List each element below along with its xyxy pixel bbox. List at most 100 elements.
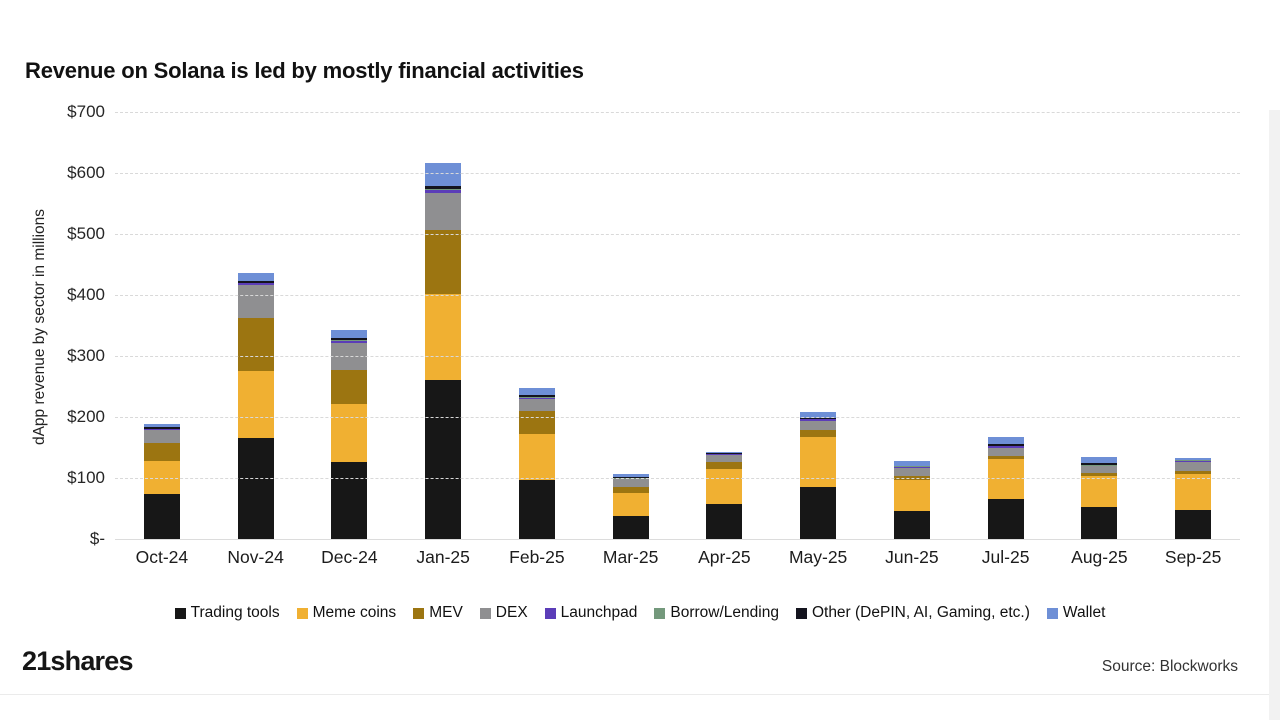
bar-segment [1175,461,1212,472]
legend-swatch-icon [795,607,807,619]
bar-segment [612,515,649,539]
bar-segment [612,477,649,479]
bar-segment [893,510,930,539]
legend-label: Borrow/Lending [670,604,779,621]
bar-column-may-25 [771,112,865,539]
bar-segment [518,396,555,398]
bar-segment [612,474,649,478]
bar-segment [987,499,1024,539]
legend-item: Borrow/Lending [654,604,779,622]
bar-segment [800,436,837,487]
bar-segment [143,460,180,495]
bar-segment [518,387,555,396]
y-tick-label: $700 [67,102,105,121]
legend: Trading tools Meme coins MEV DEX Launchpad Bo… [0,604,1280,622]
bar-segment [331,462,368,539]
stacked-bar-jan-25 [425,162,462,539]
stacked-bar-sep-25 [1175,457,1212,539]
legend-swatch-icon [1046,607,1058,619]
bar-segment [1081,466,1118,474]
bar-segment [800,486,837,539]
y-tick-label: $100 [67,468,105,487]
x-tick-label: Mar-25 [602,547,659,567]
bar-segment [1175,460,1212,462]
bar-segment [518,397,555,400]
x-tick-label: Sep-25 [1164,547,1222,567]
bar-segment [237,282,274,284]
bar-segment [237,318,274,371]
bar-segment [612,479,649,488]
legend-swatch-icon [296,607,308,619]
legend-item: Trading tools [174,604,280,622]
legend-label: Wallet [1062,604,1106,621]
y-tick-label: $400 [67,285,105,304]
x-tick-label: Feb-25 [509,547,565,567]
plot-area [115,112,1240,540]
bar-segment [706,451,743,454]
y-tick-label: $- [89,529,105,548]
bar-segment [331,403,368,463]
bar-segment [800,429,837,437]
legend-item: Other (DePIN, AI, Gaming, etc.) [795,604,1030,622]
bar-segment [893,479,930,511]
bars-container [115,112,1240,539]
legend-item: Meme coins [296,604,396,622]
x-axis-labels: Oct-24 Nov-24 Dec-24 Jan-25 Feb-25 Mar-25 Apr-… [115,547,1240,568]
bar-segment [800,418,837,419]
x-tick-label: Jul-25 [981,547,1030,567]
legend-label: Launchpad [560,604,638,621]
bar-segment [425,188,462,190]
bar-segment [706,454,743,455]
right-edge-strip [1269,110,1280,720]
gridline [115,539,1240,540]
legend-swatch-icon [479,607,491,619]
bar-segment [1175,473,1212,510]
stacked-bar-nov-24 [237,273,274,539]
bar-segment [425,162,462,186]
x-tick-label: Nov-24 [227,547,284,567]
stacked-bar-dec-24 [331,329,368,539]
bar-segment [143,494,180,539]
bar-segment [1175,457,1212,460]
bar-segment [425,192,462,231]
bar-segment [987,437,1024,444]
y-tick-label: $300 [67,346,105,365]
bar-segment [987,445,1024,447]
bar-segment [706,468,743,505]
bar-segment [237,370,274,438]
bar-segment [987,447,1024,457]
bar-segment [706,461,743,469]
bar-segment [893,467,930,476]
legend-swatch-icon [654,607,666,619]
bar-segment [237,285,274,319]
bar-segment [237,273,274,281]
x-tick-label: Jan-25 [416,547,470,567]
bar-segment [518,395,555,397]
stacked-bar-feb-25 [518,387,555,539]
stacked-bar-aug-25 [1081,457,1118,539]
bar-segment [1175,509,1212,539]
legend-item: Wallet [1046,604,1106,622]
y-tick-label: $200 [67,407,105,426]
legend-label: Trading tools [190,604,280,621]
gridline [115,478,1240,479]
bar-segment [893,466,930,468]
bar-column-dec-24 [303,112,397,539]
bar-segment [706,504,743,539]
bar-segment [143,429,180,431]
bar-segment [987,446,1024,448]
bar-column-sep-25 [1146,112,1240,539]
legend-swatch-icon [174,607,186,619]
bar-segment [425,294,462,380]
bar-column-jul-25 [959,112,1053,539]
bar-segment [1175,459,1212,461]
bar-segment [1081,507,1118,539]
brand-logo: 21shares [22,646,134,676]
bar-segment [143,427,180,429]
bar-segment [893,475,930,480]
bar-segment [425,230,462,295]
source-credit: Source: Blockworks [1101,658,1238,675]
legend-label: MEV [429,604,463,621]
x-tick-label: Jun-25 [885,547,939,567]
bar-segment [425,379,462,539]
